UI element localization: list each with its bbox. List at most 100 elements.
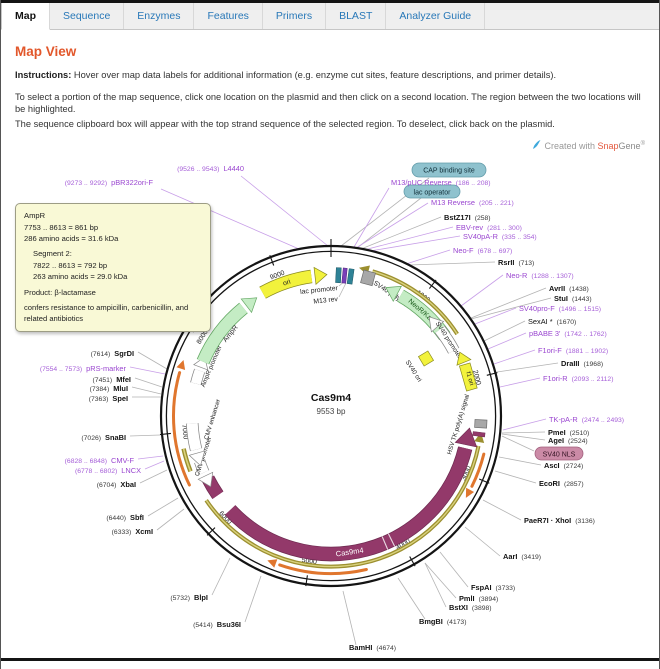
bottom-frame-bar (1, 658, 659, 661)
feature-ampr[interactable]: AmpR (196, 291, 262, 365)
svg-text:CAP binding site: CAP binding site (423, 168, 475, 175)
primer-label[interactable]: M13/pUC Reverse (186 .. 208) (391, 178, 491, 187)
enzyme-label[interactable]: SexAI * (1670) (528, 317, 576, 326)
tooltip-segment-range: 7822 .. 8613 = 792 bp (33, 260, 108, 270)
enzyme-label[interactable]: FspAI (3733) (471, 583, 515, 592)
snapgene-logo-icon (533, 140, 541, 150)
credit-text: Created with (544, 141, 595, 152)
enzyme-label[interactable]: (5414) Bsu36I (193, 620, 241, 629)
enzyme-label[interactable]: (7614) SgrDI (91, 349, 134, 358)
orange-arrow-bottom (267, 559, 368, 576)
svg-text:Cas9m4: Cas9m4 (335, 546, 364, 559)
enzyme-label[interactable]: AarI (3419) (503, 552, 541, 561)
primer-label[interactable]: (9526 .. 9543) L4440 (177, 164, 244, 173)
enzyme-label[interactable]: PaeR7I · XhoI (3136) (524, 516, 595, 525)
map-labels-left: (9526 .. 9543) L4440 (9273 .. 9292) pBR322… (40, 164, 244, 629)
primer-label[interactable]: TK-pA-R (2474 .. 2493) (549, 415, 624, 424)
enzyme-label[interactable]: BamHI (4674) (349, 643, 396, 652)
tooltip-desc-1: confers resistance to ampicillin, carben… (24, 302, 189, 312)
primer-label[interactable]: (9273 .. 9292) pBR322ori-F (65, 178, 154, 187)
enzyme-label[interactable]: AscI (2724) (544, 461, 583, 470)
tab-blast[interactable]: BLAST (326, 3, 387, 29)
enzyme-label[interactable]: AgeI (2524) (548, 436, 588, 445)
tooltip-aa: 286 amino acids = 31.6 kDa (24, 233, 119, 243)
primer-label[interactable]: Neo-R (1288 .. 1307) (506, 271, 574, 280)
primer-label[interactable]: (6828 .. 6848) CMV-F (65, 456, 135, 465)
enzyme-label[interactable]: BmgBI (4173) (419, 617, 466, 626)
feature-tooltip: AmpR 7753 .. 8613 = 861 bp 286 amino aci… (15, 203, 211, 332)
tooltip-desc-2: related antibiotics (24, 314, 84, 324)
enzyme-label[interactable]: EcoRI (2857) (539, 479, 584, 488)
tooltip-title: AmpR (24, 211, 46, 221)
badge-lac-operator[interactable]: lac operator (403, 184, 461, 199)
feature-sv40-polya-box[interactable] (360, 269, 376, 287)
enzyme-label[interactable]: (7026) SnaBI (81, 433, 126, 442)
svg-text:ori: ori (282, 279, 292, 288)
label-m13-rev[interactable]: M13 rev (313, 296, 339, 306)
tab-map[interactable]: Map (1, 3, 50, 30)
brand-gene: Gene (618, 141, 641, 152)
tooltip-segment-title: Segment 2: (33, 249, 72, 259)
badge-cap-binding-site[interactable]: CAP binding site (411, 162, 487, 178)
primer-label[interactable]: F1ori-F (1881 .. 1902) (538, 346, 608, 355)
enzyme-label[interactable]: (5732) BlpI (170, 593, 208, 602)
tab-enzymes[interactable]: Enzymes (124, 3, 195, 29)
svg-text:SV40 ori: SV40 ori (404, 359, 423, 383)
enzyme-label[interactable]: DraIII (1968) (561, 359, 603, 368)
primer-label[interactable]: F1ori-R (2093 .. 2112) (543, 374, 613, 383)
feature-cas9m4[interactable]: Cas9m4 (224, 426, 480, 562)
tab-sequence[interactable]: Sequence (50, 3, 125, 29)
primer-label[interactable]: SV40pro-F (1496 .. 1515) (519, 304, 601, 313)
tooltip-range: 7753 .. 8613 = 861 bp (24, 222, 99, 232)
enzyme-label[interactable]: BstZ17I (258) (444, 213, 491, 222)
olive-arc-right-bottom (204, 432, 485, 569)
enzyme-label[interactable]: PmeI (2510) (548, 428, 589, 437)
connector-lines (129, 175, 559, 646)
tab-analyzer-guide[interactable]: Analyzer Guide (386, 3, 486, 29)
enzyme-label[interactable]: PmlI (3894) (459, 594, 498, 603)
tooltip-product: Product: β-lactamase (24, 287, 96, 297)
plasmid-size: 9553 bp (317, 407, 346, 416)
tab-bar: Map Sequence Enzymes Features Primers BL… (1, 3, 659, 30)
snapgene-credit[interactable]: Created with SnapGene® (1, 139, 645, 153)
svg-text:f1 ori: f1 ori (464, 371, 475, 386)
feature-f1-ori[interactable]: f1 ori (453, 350, 478, 392)
svg-text:5000: 5000 (301, 557, 317, 566)
enzyme-label[interactable]: (7451) MfeI (93, 375, 131, 384)
map-labels-right: M13/pUC Reverse (186 .. 208) M13 Reverse(… (349, 178, 624, 652)
plasmid-map-area[interactable]: 1000 2000 3000 4000 5000 6000 7000 8000 … (1, 153, 660, 664)
primer-label[interactable]: Neo-F (678 .. 697) (453, 246, 512, 255)
badge-sv40-nls[interactable]: SV40 NLS (534, 446, 584, 461)
enzyme-label[interactable]: RsrII (713) (498, 258, 534, 267)
feature-lac-promoter-boxes[interactable] (335, 267, 355, 285)
svg-text:SV40 NLS: SV40 NLS (543, 452, 576, 459)
tab-primers[interactable]: Primers (263, 3, 327, 29)
instructions-text: Hover over map data labels for additiona… (73, 70, 557, 80)
primer-label[interactable]: SV40pA-R (335 .. 354) (463, 232, 537, 241)
feature-sv40-ori[interactable]: SV40 ori (404, 350, 435, 383)
primer-label[interactable]: EBV-rev (281 .. 300) (456, 223, 522, 232)
cmv-promoter-bar[interactable] (181, 448, 193, 473)
primer-label[interactable]: M13 Reverse (205 .. 221) (431, 198, 514, 207)
plasmid-map-svg[interactable]: 1000 2000 3000 4000 5000 6000 7000 8000 … (1, 153, 660, 664)
enzyme-label[interactable]: (6440) SbfI (106, 513, 144, 522)
svg-text:lac operator: lac operator (414, 190, 452, 197)
svg-text:HSV TK poly(A) signal: HSV TK poly(A) signal (446, 394, 471, 456)
feature-hsv-tk-polya[interactable]: HSV TK poly(A) signal (446, 394, 488, 456)
enzyme-label[interactable]: (7384) MluI (90, 384, 128, 393)
enzyme-label[interactable]: (7363) SpeI (89, 394, 128, 403)
primer-label[interactable]: pBABE 3' (1742 .. 1762) (529, 329, 607, 338)
enzyme-label[interactable]: StuI (1443) (554, 294, 592, 303)
brand-snap: Snap (597, 141, 619, 152)
enzyme-label[interactable]: (6704) XbaI (97, 480, 136, 489)
svg-text:7000: 7000 (180, 424, 189, 440)
enzyme-label[interactable]: AvrII (1438) (549, 284, 589, 293)
enzyme-label[interactable]: BstXI (3898) (449, 603, 492, 612)
primer-label[interactable]: (6778 .. 6802) LNCX (75, 466, 141, 475)
tab-features[interactable]: Features (194, 3, 263, 29)
orange-arrow-right (465, 452, 486, 499)
primer-label[interactable]: (7554 .. 7573) pRS-marker (40, 364, 127, 373)
feature-ori[interactable]: ori (259, 266, 328, 299)
enzyme-label[interactable]: (6333) XcmI (112, 527, 153, 536)
label-lac-promoter[interactable]: lac promoter (300, 285, 339, 296)
